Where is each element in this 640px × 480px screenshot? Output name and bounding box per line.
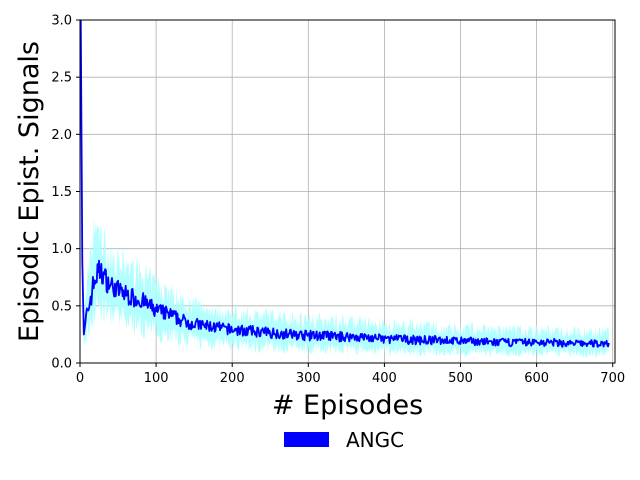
series-line-angc [80, 20, 610, 348]
y-tick-label-6: 3.0 [51, 14, 72, 29]
legend-swatch-angc [284, 432, 329, 447]
y-tick-label-1: 0.5 [51, 299, 72, 314]
y-axis-title: Episodic Epist. Signals [14, 41, 45, 342]
x-tick-label-2: 200 [220, 371, 245, 386]
legend-label-angc: ANGC [346, 428, 404, 452]
x-tick-label-7: 700 [600, 371, 625, 386]
y-tick-label-3: 1.5 [51, 185, 72, 200]
x-tick-label-3: 300 [296, 371, 321, 386]
x-axis-title: # Episodes [272, 390, 423, 421]
x-tick-label-5: 500 [448, 371, 473, 386]
legend: ANGC [284, 428, 404, 452]
mean-line-layer [80, 20, 610, 348]
x-tick-label-4: 400 [372, 371, 397, 386]
y-tick-label-4: 2.0 [51, 128, 72, 143]
x-tick-label-0: 0 [76, 371, 84, 386]
x-tick-label-6: 600 [524, 371, 549, 386]
y-tick-label-2: 1.0 [51, 242, 72, 257]
y-axis-ticks: 0.0 0.5 1.0 1.5 2.0 2.5 3.0 [51, 14, 80, 372]
x-axis-ticks: 0 100 200 300 400 500 600 700 [76, 363, 625, 386]
y-tick-label-5: 2.5 [51, 71, 72, 86]
x-tick-label-1: 100 [144, 371, 169, 386]
y-tick-label-0: 0.0 [51, 357, 72, 372]
